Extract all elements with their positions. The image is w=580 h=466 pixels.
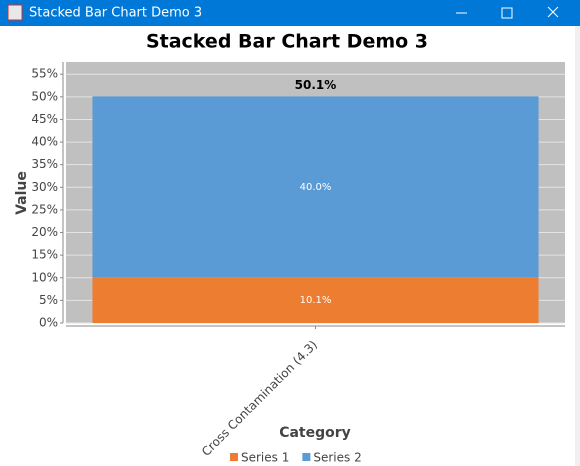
y-tick-label: 5% (39, 293, 58, 307)
title-bar (0, 0, 580, 26)
bar-segment (92, 96, 539, 278)
close-button[interactable] (547, 6, 559, 18)
y-tick-label: 55% (31, 67, 58, 81)
app-icon (7, 4, 23, 21)
y-tick-label: 40% (31, 135, 58, 149)
y-tick-label: 45% (31, 112, 58, 126)
y-tick-label: 20% (31, 225, 58, 239)
maximize-button[interactable] (501, 7, 513, 19)
window-title: Stacked Bar Chart Demo 3 (29, 6, 202, 21)
x-axis-label: Category (279, 425, 351, 441)
y-tick-label: 15% (31, 248, 58, 262)
legend-swatch (230, 453, 238, 461)
y-axis-label: Value (14, 171, 30, 215)
y-tick-label: 10% (31, 270, 58, 284)
y-tick-label: 30% (31, 180, 58, 194)
chart-title: Stacked Bar Chart Demo 3 (146, 31, 428, 53)
y-tick-label: 0% (39, 316, 58, 330)
background-window-edge (575, 26, 580, 466)
bar-segment (92, 277, 539, 323)
value-label: 10.1% (300, 295, 332, 306)
y-tick-label: 35% (31, 157, 58, 171)
y-tick-label: 50% (31, 89, 58, 103)
legend-label: Series 1 (241, 451, 289, 465)
total-label: 50.1% (295, 78, 337, 92)
legend-swatch (302, 453, 311, 461)
y-tick-label: 25% (31, 202, 58, 216)
value-label: 40.0% (300, 182, 332, 193)
legend-label: Series 2 (313, 451, 361, 465)
